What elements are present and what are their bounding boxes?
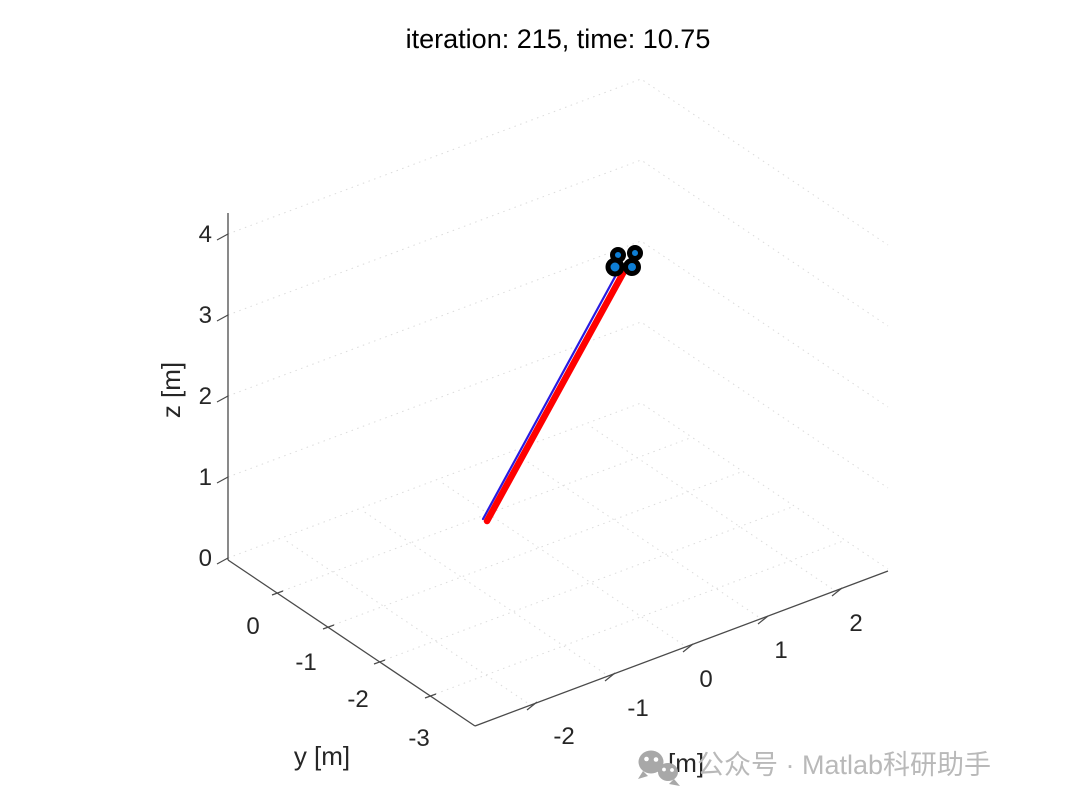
- wechat-icon-bubble-front: [658, 763, 678, 781]
- series-group: [481, 245, 643, 525]
- z-tick-2: 2: [199, 383, 212, 410]
- wechat-icon-eye: [653, 757, 659, 762]
- rotor-marker-front-right: [623, 258, 641, 276]
- x-tick-2: 2: [849, 610, 862, 637]
- y-tick-m1: -1: [295, 649, 316, 676]
- floor-gridlines-x: [284, 425, 838, 707]
- wechat-icon-tail-back: [638, 771, 648, 779]
- y-axis-line: [227, 559, 476, 727]
- rotor-marker-back-right: [627, 245, 643, 261]
- x-tick-1: 1: [774, 637, 787, 664]
- y-axis-label: y [m]: [294, 741, 350, 771]
- wall-gridline-z3: [227, 159, 889, 327]
- y-tick-m2: -2: [347, 686, 368, 713]
- z-axis-label: z [m]: [156, 362, 186, 418]
- watermark-text: 公众号 · Matlab科研助手: [697, 750, 991, 780]
- wechat-icon-eye: [662, 767, 666, 772]
- floor-gridlines-y: [276, 437, 844, 697]
- cable-line: [481, 262, 624, 521]
- wall-gridline-z4: [227, 78, 889, 246]
- x-tick-0: 0: [699, 666, 712, 693]
- rotor-marker-front-left: [605, 257, 625, 277]
- z-tick-3: 3: [199, 302, 212, 329]
- wechat-icon-eye: [670, 768, 674, 772]
- wechat-icon-bubble-back: [638, 750, 664, 774]
- wechat-icon-eye: [644, 756, 649, 762]
- y-tick-0: 0: [246, 613, 259, 640]
- x-axis-tickmarks: [526, 587, 843, 711]
- quadrotor-marker: [605, 245, 643, 277]
- x-axis-line: [474, 570, 889, 727]
- y-tick-labels: 0 -1 -2 -3: [246, 613, 429, 752]
- x-tick-m1: -1: [627, 695, 648, 722]
- y-tick-m3: -3: [408, 725, 429, 752]
- z-tick-4: 4: [199, 221, 212, 248]
- plot-title: iteration: 215, time: 10.75: [406, 24, 711, 54]
- wall-gridline-z1: [227, 321, 889, 489]
- axes: [216, 213, 889, 727]
- z-tick-labels: 4 3 2 1 0: [199, 221, 212, 572]
- z-tick-1: 1: [199, 464, 212, 491]
- z-tick-0: 0: [199, 545, 212, 572]
- wechat-icon: [638, 750, 680, 786]
- wall-gridline-z0: [227, 402, 889, 570]
- x-tick-labels: -2 -1 0 1 2: [553, 610, 862, 750]
- y-axis-tickmarks: [271, 590, 437, 699]
- x-tick-m2: -2: [553, 723, 574, 750]
- z-axis-tickmarks: [216, 233, 229, 565]
- pendulum-rod-line: [483, 262, 631, 525]
- watermark: 公众号 · Matlab科研助手: [638, 750, 991, 786]
- wechat-icon-tail-front: [669, 779, 680, 786]
